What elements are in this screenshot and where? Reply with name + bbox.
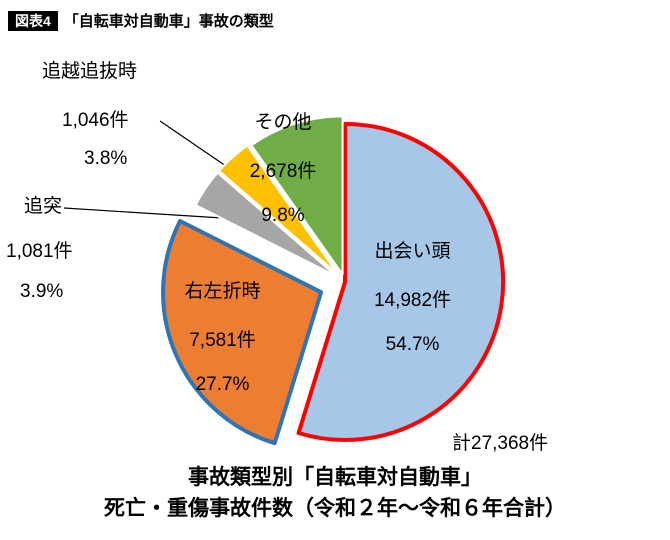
- slice-crossing-count: 14,982件: [373, 290, 452, 311]
- total-count-label: 計27,368件: [452, 433, 549, 454]
- slice-other-name: その他: [254, 112, 312, 133]
- slice-other-count: 2,678件: [249, 161, 317, 182]
- slice-turning-count: 7,581件: [189, 330, 256, 351]
- figure-header: 図表4 「自転車対自動車」事故の類型: [8, 10, 274, 31]
- slice-turning-name: 右左折時: [184, 281, 261, 302]
- slice-other-percent: 9.8%: [261, 205, 305, 226]
- figure-title: 「自転車対自動車」事故の類型: [63, 13, 274, 30]
- slice-crossing-name: 出会い頭: [374, 241, 451, 262]
- pie-slice-3: [194, 171, 338, 278]
- slice-turning-percent: 27.7%: [195, 374, 250, 395]
- pie-slice-5: [250, 115, 344, 276]
- slice-overtaking-percent: 3.8%: [84, 148, 128, 169]
- slice-crossing-percent: 54.7%: [385, 334, 440, 355]
- slice-turning-labels: 右左折時 7,581件 27.7%: [155, 276, 290, 396]
- caption-line-1: 事故類型別「自転車対自動車」: [188, 466, 482, 489]
- slice-crossing-labels: 出会い頭 14,982件 54.7%: [340, 236, 485, 356]
- slice-rearend-count: 1,081件: [6, 241, 73, 262]
- slice-overtaking-name: 追越追抜時: [42, 61, 138, 82]
- chart-caption: 事故類型別「自転車対自動車」 死亡・重傷事故件数（令和２年〜令和６年合計）: [0, 462, 670, 524]
- slice-rearend-percent: 3.9%: [20, 281, 64, 302]
- pie-slice-1: [296, 122, 506, 442]
- pie-slice-2: [161, 219, 324, 446]
- figure-number-badge: 図表4: [8, 10, 58, 31]
- slice-overtaking-count: 1,046件: [62, 110, 129, 131]
- pie-slice-4: [218, 144, 340, 276]
- slice-rearend-name: 追突: [24, 196, 63, 217]
- slice-other-labels: その他 2,678件 9.8%: [213, 107, 353, 227]
- caption-line-2: 死亡・重傷事故件数（令和２年〜令和６年合計）: [104, 497, 566, 520]
